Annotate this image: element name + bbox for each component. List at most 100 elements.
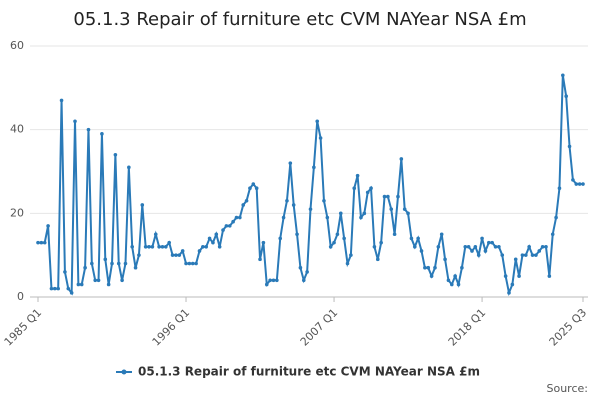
data-point [258,257,262,262]
data-point [513,257,518,262]
data-point [439,232,444,237]
data-point [308,207,313,211]
data-point [110,261,114,266]
data-point [278,236,283,241]
data-point [487,240,491,245]
data-point [510,282,515,287]
data-point [211,240,215,245]
data-point [561,73,565,78]
data-point [227,224,232,228]
data-point [201,245,205,249]
data-point [42,240,47,245]
data-point [540,245,545,249]
data-point [204,245,209,249]
data-point [547,274,552,278]
data-point [153,232,158,237]
data-point [90,261,94,266]
data-point [301,278,306,283]
data-point [254,186,259,191]
data-point [217,245,222,249]
data-point [244,198,249,203]
data-point [567,144,572,149]
data-point [409,236,414,241]
data-point [103,257,108,262]
data-point [59,98,64,103]
data-point [164,245,168,249]
legend-symbol [121,369,127,375]
data-point [544,245,548,249]
data-point [406,211,410,216]
data-point [335,232,340,237]
data-point [325,215,330,220]
data-point [359,215,363,220]
data-point [96,278,101,283]
data-point [49,286,54,291]
data-point [271,278,276,283]
data-point [338,211,343,216]
data-point [312,165,316,170]
data-point [147,245,151,249]
source: Source: [547,382,589,395]
data-point [517,274,521,278]
data-point [577,182,582,186]
data-point [79,282,84,287]
data-point [342,236,346,241]
data-point [433,265,437,270]
data-point [285,198,289,203]
data-point [396,194,400,199]
data-point [524,253,528,257]
data-point [241,203,246,207]
data-point [231,219,235,224]
data-point [349,253,353,257]
data-point [530,253,535,257]
data-point [365,190,370,195]
data-point [476,253,481,257]
data-point [470,249,474,253]
data-point [224,224,229,228]
data-point [322,198,326,203]
data-point [39,240,44,245]
data-point [56,286,60,291]
data-point [382,194,387,199]
data-point [69,291,74,295]
data-point [251,182,256,186]
data-point [460,265,464,270]
data-point [423,265,427,270]
data-point [389,207,394,211]
chart-title: 05.1.3 Repair of furniture etc CVM NAYea… [73,9,526,30]
data-point [372,245,377,249]
data-point [143,245,148,249]
data-point [140,203,145,207]
data-point [305,270,309,274]
data-point [328,245,333,249]
data-point [443,257,447,262]
data-point [402,207,407,211]
data-point [332,240,336,245]
data-point [503,274,508,278]
data-point [352,186,357,191]
data-point [86,127,91,132]
data-point [46,224,50,228]
data-point [534,253,538,257]
data-point [127,165,131,170]
data-point [207,236,212,241]
data-point [268,278,272,283]
data-point [53,286,57,291]
data-point [214,232,219,237]
data-point [298,265,303,270]
data-point [483,249,488,253]
data-point [160,245,165,249]
data-point [379,240,383,245]
data-point [520,253,525,257]
data-point [436,245,441,249]
data-point [106,282,111,287]
x-tick-label: 2025 Q3 [547,306,590,349]
data-point [100,132,104,136]
data-point [197,249,202,253]
x-tick-label: 2007 Q1 [298,306,341,349]
data-point [345,261,350,266]
data-point [180,249,185,253]
x-tick-label: 2018 Q1 [446,306,489,349]
data-point [571,178,575,182]
y-tick-label: 20 [10,206,24,219]
